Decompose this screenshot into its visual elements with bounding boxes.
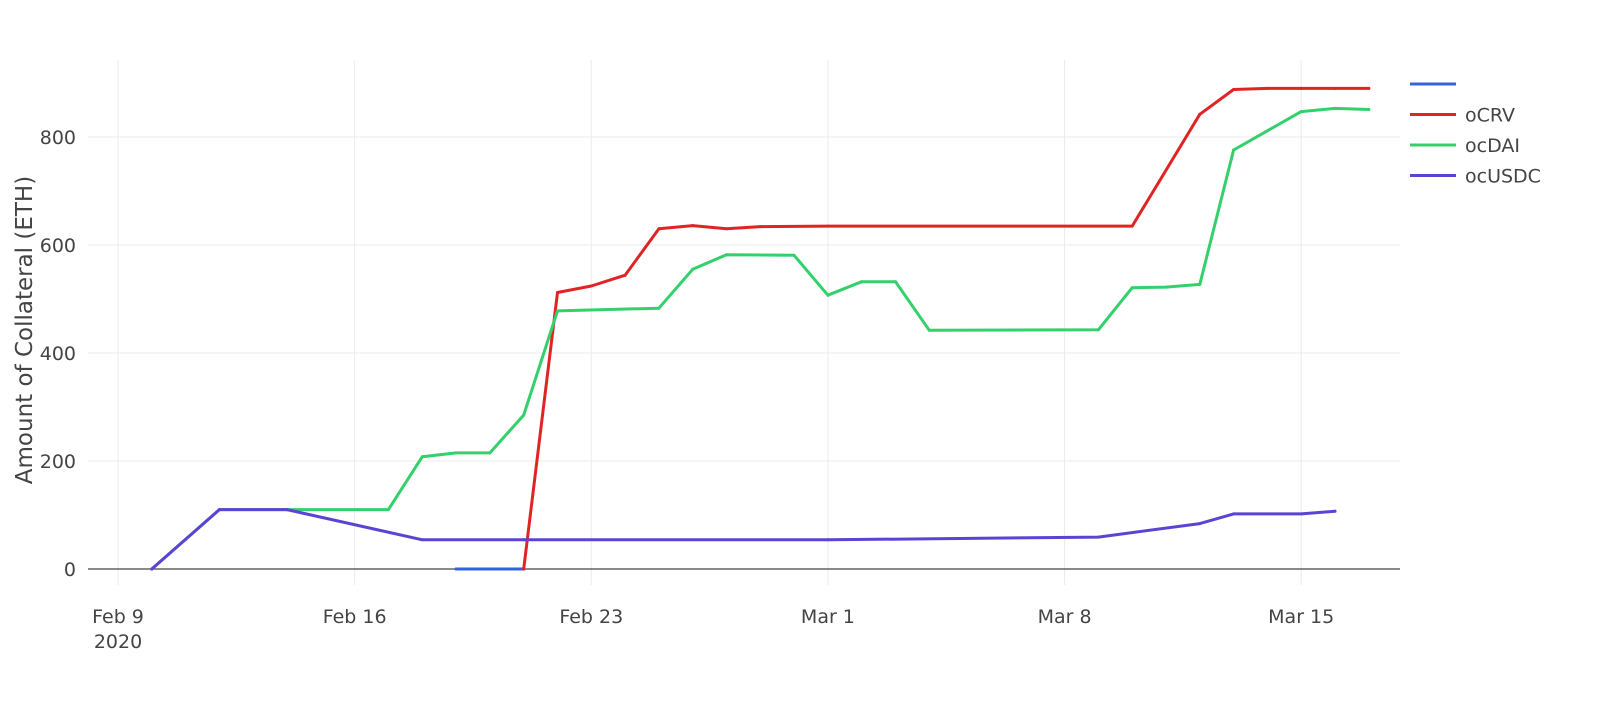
- data-point-ocusdc[interactable]: [150, 567, 154, 571]
- data-point-ocrv[interactable]: [1232, 88, 1236, 91]
- data-point-ocdai[interactable]: [927, 328, 931, 332]
- data-point-ocrv[interactable]: [657, 227, 661, 231]
- legend-item[interactable]: ocUSDC: [1410, 166, 1541, 188]
- axes: Feb 9 2020 Feb 16 Feb 23 Mar 1 Mar 8 Mar 15 0 20…: [40, 127, 1400, 653]
- legend-item[interactable]: ocDAI: [1410, 135, 1520, 157]
- data-point-ocrv[interactable]: [758, 225, 762, 229]
- legend-item[interactable]: oCRV: [1410, 105, 1515, 127]
- data-point-ocdai[interactable]: [1333, 106, 1337, 110]
- data-point-ocdai[interactable]: [725, 253, 728, 257]
- x-tick-label: Feb 9: [92, 606, 144, 628]
- y-tick-label: 600: [40, 235, 76, 257]
- data-point-ocdai[interactable]: [894, 280, 897, 284]
- data-point-unnamed[interactable]: [454, 567, 458, 571]
- data-point-ocdai[interactable]: [420, 455, 424, 459]
- data-point-ocusdc[interactable]: [1232, 512, 1236, 516]
- data-point-ocrv[interactable]: [556, 291, 559, 294]
- x-tick-sublabel: 2020: [94, 631, 142, 653]
- data-point-ocrv[interactable]: [1130, 224, 1134, 228]
- data-point-ocdai[interactable]: [860, 280, 864, 284]
- x-tick-label: Mar 15: [1268, 606, 1334, 628]
- data-point-ocrv[interactable]: [589, 284, 593, 288]
- x-tick-label: Mar 8: [1038, 606, 1092, 628]
- data-point-ocusdc[interactable]: [522, 538, 526, 542]
- data-point-ocdai[interactable]: [556, 309, 559, 313]
- data-point-ocusdc[interactable]: [1299, 512, 1303, 516]
- data-point-ocdai[interactable]: [826, 293, 830, 297]
- grid-layer: [88, 60, 1400, 585]
- data-point-ocrv[interactable]: [623, 273, 627, 277]
- data-point-ocusdc[interactable]: [285, 508, 289, 512]
- data-point-ocrv[interactable]: [725, 227, 728, 231]
- data-point-ocrv[interactable]: [1333, 86, 1337, 90]
- series-line-ocusdc[interactable]: [150, 508, 1337, 571]
- y-tick-label: 0: [64, 559, 76, 581]
- data-point-ocdai[interactable]: [657, 306, 661, 310]
- data-point-ocrv[interactable]: [1367, 86, 1371, 90]
- data-point-ocusdc[interactable]: [1096, 535, 1100, 539]
- data-point-ocrv[interactable]: [826, 224, 830, 228]
- data-point-ocrv[interactable]: [691, 224, 695, 228]
- data-point-ocdai[interactable]: [1299, 110, 1303, 114]
- legend-label: oCRV: [1465, 105, 1515, 127]
- data-point-ocdai[interactable]: [386, 508, 390, 512]
- data-point-ocrv[interactable]: [1198, 112, 1202, 116]
- data-point-ocdai[interactable]: [488, 451, 492, 455]
- y-axis-title: Amount of Collateral (ETH): [12, 176, 38, 484]
- data-point-ocdai[interactable]: [1367, 108, 1371, 111]
- data-point-ocdai[interactable]: [691, 267, 695, 271]
- data-point-ocdai[interactable]: [1198, 282, 1202, 286]
- x-tick-label: Mar 1: [801, 606, 855, 628]
- y-tick-label: 200: [40, 451, 76, 473]
- data-point-ocusdc[interactable]: [420, 538, 424, 542]
- data-point-ocdai[interactable]: [792, 253, 796, 257]
- y-tick-label: 400: [40, 343, 76, 365]
- legend[interactable]: oCRV ocDAI ocUSDC: [1410, 82, 1541, 188]
- data-point-ocdai[interactable]: [1164, 285, 1168, 289]
- data-point-ocdai[interactable]: [522, 413, 526, 417]
- series-line-ocrv[interactable]: [522, 86, 1371, 571]
- data-point-ocusdc[interactable]: [217, 508, 221, 512]
- data-point-ocusdc[interactable]: [1333, 509, 1337, 513]
- x-tick-label: Feb 23: [559, 606, 623, 628]
- series-lines: [150, 86, 1371, 571]
- y-tick-label: 800: [40, 127, 76, 149]
- series-line-ocdai[interactable]: [150, 106, 1371, 571]
- legend-label: ocDAI: [1465, 135, 1520, 157]
- data-point-ocrv[interactable]: [1299, 86, 1303, 90]
- data-point-ocdai[interactable]: [454, 451, 458, 455]
- data-point-ocrv[interactable]: [522, 567, 526, 571]
- data-point-ocusdc[interactable]: [1198, 522, 1202, 526]
- x-tick-label: Feb 16: [323, 606, 387, 628]
- data-point-ocdai[interactable]: [1096, 328, 1100, 332]
- data-point-ocdai[interactable]: [1130, 286, 1134, 290]
- data-point-ocusdc[interactable]: [826, 538, 830, 542]
- data-point-ocrv[interactable]: [1265, 86, 1269, 90]
- legend-label: ocUSDC: [1465, 166, 1541, 188]
- data-point-ocdai[interactable]: [1232, 148, 1236, 152]
